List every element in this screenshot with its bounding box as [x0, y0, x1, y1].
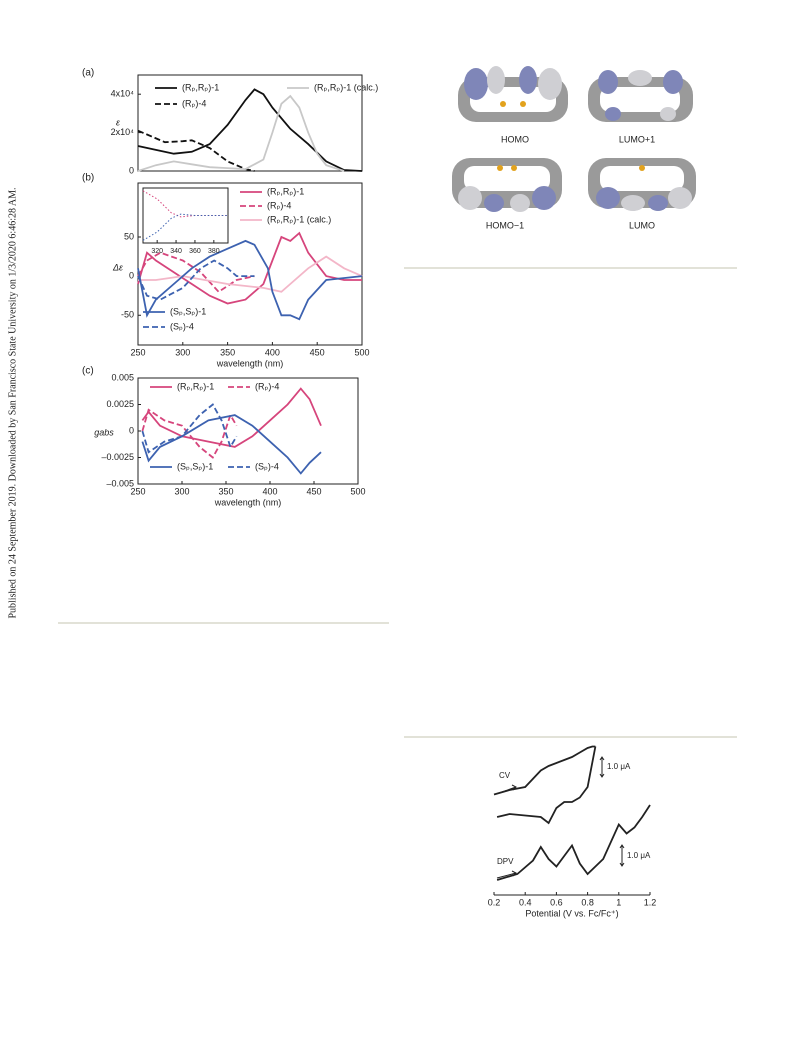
- curve: [137, 88, 363, 172]
- x-tick-label: 400: [265, 347, 280, 357]
- x-axis-label: wavelength (nm): [214, 497, 282, 507]
- legend-label: (Rₚ,Rₚ)-1: [177, 381, 214, 391]
- orbital: [588, 158, 696, 211]
- legend-label: (Rₚ)-4: [255, 381, 279, 391]
- x-tick-label: 500: [354, 347, 369, 357]
- x-axis-label: wavelength (nm): [216, 358, 284, 368]
- sidebar: Published on 24 September 2019. Download…: [7, 187, 18, 618]
- annotation: CV: [499, 771, 511, 780]
- orbital-label: HOMO−1: [486, 220, 524, 230]
- annotation: DPV: [497, 857, 514, 866]
- x-tick-label: 1: [616, 897, 621, 907]
- y-axis-label: ε: [116, 117, 121, 127]
- y-tick-label: 0: [129, 425, 134, 435]
- annotation: 1.0 μA: [607, 762, 631, 771]
- curve: [137, 251, 255, 293]
- legend-label: (Sₚ,Sₚ)-1: [170, 306, 206, 316]
- x-tick-label: 350: [218, 486, 233, 496]
- orbital: [452, 158, 562, 212]
- x-tick-label: 350: [220, 347, 235, 357]
- annotation: 1.0 μA: [627, 851, 651, 860]
- legend-label: (Rₚ,Rₚ)-1: [267, 186, 304, 196]
- orbital-label: LUMO: [629, 220, 655, 230]
- x-tick-label: 0.6: [550, 897, 563, 907]
- panel-label: (c): [82, 366, 94, 377]
- y-tick-label: 50: [124, 231, 134, 241]
- y-tick-label: –0.0025: [101, 452, 134, 462]
- x-tick-label: 250: [130, 347, 145, 357]
- plot-frame: [137, 74, 363, 172]
- legend-label: (Sₚ)-4: [255, 461, 279, 471]
- legend-label: (Sₚ)-4: [170, 321, 194, 331]
- x-tick-label: 500: [350, 486, 365, 496]
- orbital-label: LUMO+1: [619, 134, 655, 144]
- legend-label: (Sₚ,Sₚ)-1: [177, 461, 213, 471]
- y-tick-label: 0: [129, 271, 134, 281]
- y-tick-label: 0: [129, 165, 134, 175]
- legend-label: (Rₚ)-4: [267, 200, 291, 210]
- x-tick-label: 300: [174, 486, 189, 496]
- orbital: [458, 66, 568, 122]
- legend-label: (Rₚ,Rₚ)-1: [182, 82, 219, 92]
- y-tick-label: 0.0025: [106, 399, 134, 409]
- x-tick-label: 450: [306, 486, 321, 496]
- x-tick-label: 1.2: [644, 897, 657, 907]
- x-tick-label: 0.8: [581, 897, 594, 907]
- legend-label: (Rₚ,Rₚ)-1 (calc.): [267, 214, 331, 224]
- orbital: [588, 70, 693, 122]
- orbital-images: [452, 66, 696, 212]
- y-tick-label: 0.005: [111, 372, 134, 382]
- x-tick-label: 0.2: [488, 897, 501, 907]
- curve: [141, 403, 238, 454]
- curve: [137, 94, 345, 172]
- y-tick-label: 4x10⁴: [111, 89, 135, 99]
- legend-label: (Rₚ)-4: [182, 98, 206, 108]
- curve: [138, 255, 363, 293]
- curve: [141, 414, 322, 475]
- curve: [142, 213, 228, 241]
- curve: [496, 804, 651, 881]
- curve: [137, 239, 363, 321]
- orbital-label: HOMO: [501, 134, 529, 144]
- y-tick-label: –0.005: [106, 478, 134, 488]
- legend-label: (Rₚ,Rₚ)-1 (calc.): [314, 82, 378, 92]
- y-tick-label: 2x10⁴: [111, 127, 135, 137]
- curve: [137, 129, 255, 172]
- x-tick-label: 400: [262, 486, 277, 496]
- x-axis-label: Potential (V vs. Fc/Fc⁺): [525, 908, 618, 918]
- curve: [142, 190, 228, 218]
- curve: [493, 745, 596, 796]
- panel-label: (a): [82, 68, 94, 79]
- x-tick-label: 360: [189, 248, 201, 255]
- y-axis-label: gabs: [94, 427, 114, 437]
- plot-frame: [142, 187, 229, 244]
- y-tick-label: -50: [121, 310, 134, 320]
- x-tick-label: 450: [310, 347, 325, 357]
- x-tick-label: 340: [170, 248, 182, 255]
- curve: [137, 259, 255, 301]
- x-tick-label: 380: [208, 248, 220, 255]
- x-tick-label: 320: [151, 248, 163, 255]
- x-tick-label: 0.4: [519, 897, 532, 907]
- y-axis-label: Δε: [112, 262, 124, 272]
- curve: [141, 408, 238, 459]
- panel-label: (b): [82, 173, 94, 184]
- curve: [496, 746, 597, 825]
- x-tick-label: 250: [130, 486, 145, 496]
- x-tick-label: 300: [175, 347, 190, 357]
- plot-frame: [137, 182, 363, 346]
- curve: [137, 231, 362, 305]
- curve: [141, 387, 322, 448]
